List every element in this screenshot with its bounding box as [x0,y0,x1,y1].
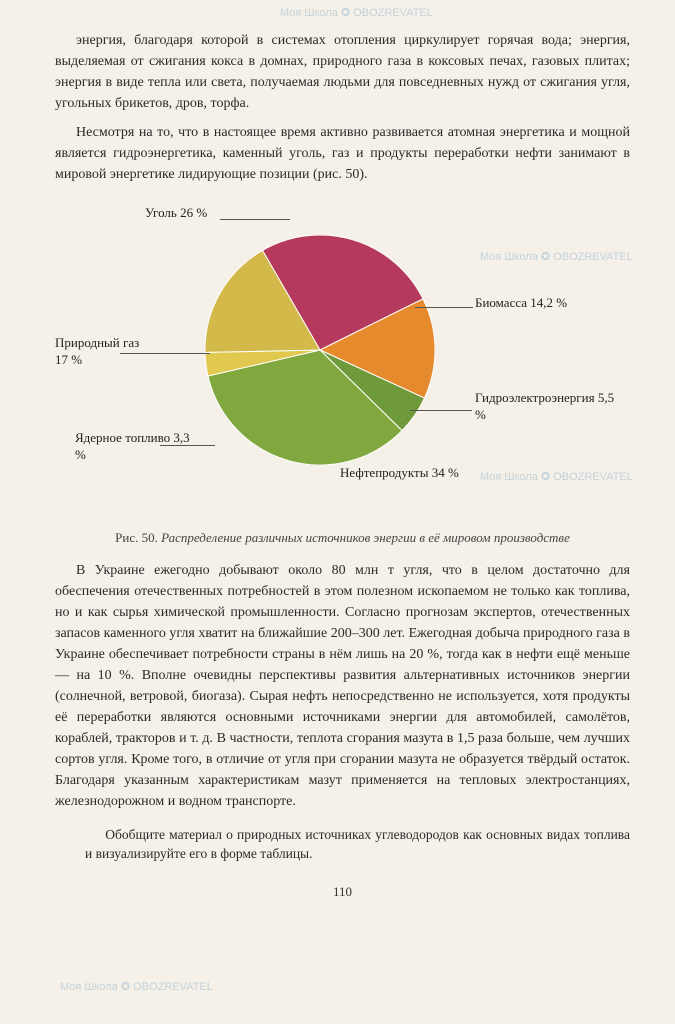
pie-chart-svg [205,235,435,465]
page-number: 110 [55,884,630,900]
paragraph-3: В Украине ежегодно добывают около 80 млн… [55,560,630,812]
task-text: Обобщите материал о природных источниках… [85,826,630,864]
figure-number: Рис. 50. [115,530,158,545]
paragraph-2: Несмотря на то, что в настоящее время ак… [55,122,630,185]
leader-line [220,219,290,220]
leader-line [415,307,473,308]
watermark: Моя Школа ✪ OBOZREVATEL [60,980,213,993]
pie-label-coal: Уголь 26 % [145,205,207,222]
leader-line [120,353,210,354]
figure-caption-text: Распределение различных источников энерг… [161,530,570,545]
leader-line [410,410,472,411]
pie-label-biomass: Биомасса 14,2 % [475,295,567,312]
watermark: Моя Школа ✪ OBOZREVATEL [280,6,433,19]
pie-chart-figure: Уголь 26 % Биомасса 14,2 % Гидроэлектроэ… [55,195,630,525]
pie-label-nuclear: Ядерное топливо 3,3 % [75,430,195,464]
textbook-page: Моя Школа ✪ OBOZREVATEL Моя Школа ✪ OBOZ… [0,0,675,1024]
pie-label-oil: Нефтепродукты 34 % [340,465,459,482]
figure-caption: Рис. 50. Распределение различных источни… [55,530,630,546]
leader-line [160,445,215,446]
pie-label-gas: Природный газ 17 % [55,335,155,369]
pie-label-hydro: Гидроэлектроэнергия 5,5 % [475,390,625,424]
paragraph-1: энергия, благодаря которой в системах от… [55,30,630,114]
